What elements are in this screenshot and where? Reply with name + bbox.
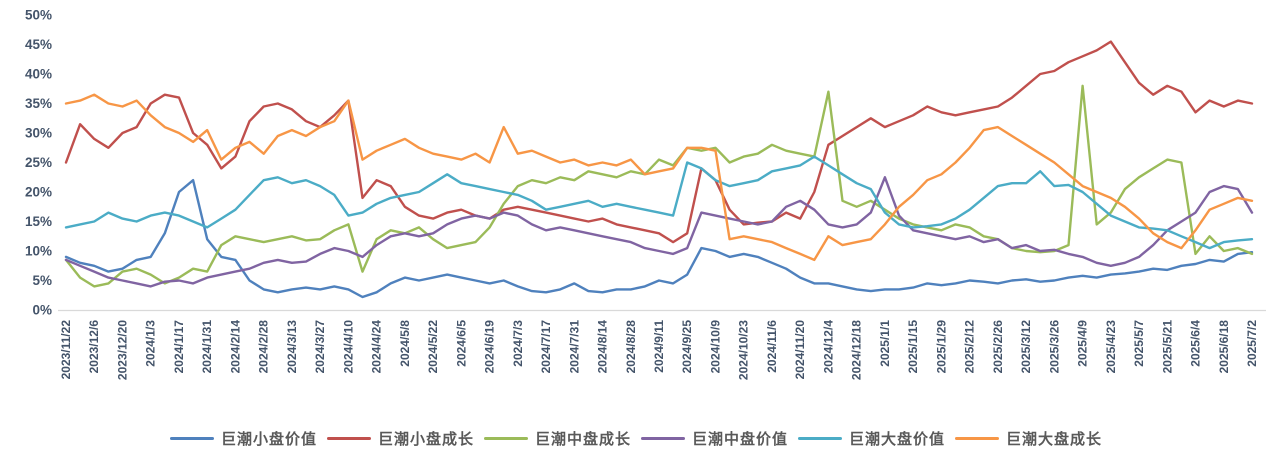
y-axis-tick-label: 10% [25,244,52,259]
series-line-5 [64,93,1254,262]
x-axis-tick-label: 2025/5/21 [1160,320,1174,374]
legend-line-swatch [169,436,214,441]
series-lines [64,40,1254,299]
x-axis-tick-label: 2024/9/25 [680,320,694,374]
y-axis: 0% 5% 10% 15% 20% 25% 30% 35% 40% 45% 50% [25,8,52,318]
x-axis-tick-label: 2024/4/24 [370,320,384,374]
style-index-relative-return-chart: 0% 5% 10% 15% 20% 25% 30% 35% 40% 45% 50% 2023/11/… [25,8,1266,380]
x-axis-tick-label: 2024/6/5 [454,320,468,367]
x-axis-tick-label: 2023/11/22 [59,320,73,380]
legend-line-swatch [641,436,685,441]
x-axis-tick-label: 2025/4/9 [1076,320,1090,367]
x-axis-tick-label: 2024/6/19 [483,320,497,374]
x-axis-tick-label: 2024/1/31 [200,320,214,374]
x-axis-tick-label: 2024/7/3 [511,320,525,367]
legend-item-mid-growth: 巨潮中盘成长 [483,428,631,449]
x-axis-tick-label: 2024/1/17 [172,320,186,374]
x-axis-tick-label: 2024/5/8 [398,320,412,367]
x-axis-tick-label: 2025/7/2 [1245,320,1259,367]
x-axis-tick-label: 2024/4/10 [341,320,355,374]
legend-item-large-growth: 巨潮大盘成长 [955,428,1102,449]
legend-label: 巨潮大盘成长 [1006,431,1103,448]
x-axis-tick-label: 2025/2/26 [991,320,1005,374]
x-axis-tick-label: 2025/1/15 [906,320,920,374]
x-axis-tick-label: 2024/7/31 [567,320,581,374]
x-axis-tick-label: 2025/2/12 [963,320,977,374]
x-axis-tick-label: 2024/3/27 [313,320,327,374]
x-axis-tick-label: 2024/10/9 [708,320,722,374]
x-axis-tick-label: 2024/2/28 [257,320,271,374]
x-axis-tick-label: 2023/12/6 [87,320,101,374]
legend-label: 巨潮小盘价值 [220,431,317,448]
x-axis-tick-label: 2024/5/22 [426,320,440,374]
legend-item-large-value: 巨潮大盘价值 [798,428,945,449]
x-axis-tick-label: 2025/4/23 [1104,320,1118,374]
x-axis-tick-label: 2024/10/23 [737,320,751,380]
x-axis-tick-label: 2024/7/17 [539,320,553,374]
y-axis-tick-label: 25% [25,155,52,170]
y-axis-tick-label: 0% [32,303,52,318]
x-axis-tick-label: 2025/3/12 [1019,320,1033,374]
x-axis-tick-label: 2025/1/29 [934,320,948,374]
legend-label: 巨潮大盘价值 [849,431,946,448]
x-axis-tick-label: 2023/12/20 [115,320,129,380]
x-axis-tick-label: 2024/2/14 [228,320,242,374]
y-axis-tick-label: 20% [25,185,52,200]
y-axis-tick-label: 5% [32,273,52,288]
x-axis-tick-label: 2025/5/7 [1132,320,1146,367]
x-axis-tick-label: 2024/9/11 [652,320,666,373]
legend-item-small-growth: 巨潮小盘成长 [326,428,474,449]
legend-line-swatch [798,436,843,441]
legend-line-swatch [955,436,1000,441]
x-axis-tick-label: 2025/6/18 [1217,320,1231,374]
y-axis-tick-label: 50% [25,8,52,23]
x-axis-tick-label: 2024/11/20 [793,320,807,380]
x-axis-tick-label: 2025/6/4 [1189,320,1203,367]
x-axis-tick-label: 2025/3/26 [1047,320,1061,374]
y-axis-tick-label: 30% [25,126,52,141]
x-axis-tick-label: 2024/11/6 [765,320,779,373]
x-axis-tick-label: 2024/3/13 [285,320,299,374]
legend-item-small-value: 巨潮小盘价值 [169,428,317,449]
x-axis-tick-label: 2024/12/18 [850,320,864,380]
legend-line-swatch [326,436,371,441]
x-axis-tick-label: 2025/1/1 [878,320,892,367]
x-axis-tick-label: 2024/1/3 [144,320,158,367]
y-axis-tick-label: 35% [25,96,52,111]
legend-label: 巨潮中盘价值 [692,431,789,448]
x-axis-tick-label: 2024/12/4 [821,320,835,374]
y-axis-tick-label: 15% [25,214,52,229]
legend-item-mid-value: 巨潮中盘价值 [641,428,788,449]
x-axis-tick-label: 2024/8/28 [624,320,638,374]
y-axis-tick-label: 45% [25,37,52,52]
legend-label: 巨潮小盘成长 [377,431,474,448]
series-line-3 [64,176,1254,288]
legend-line-swatch [483,436,528,441]
chart-legend: 巨潮小盘价值 巨潮小盘成长 巨潮中盘成长 巨潮中盘价值 巨潮大盘价值 巨潮大盘成… [0,428,1272,449]
series-line-1 [64,40,1254,244]
y-axis-tick-label: 40% [25,67,52,82]
legend-label: 巨潮中盘成长 [534,431,631,448]
x-axis-tick-label: 2024/8/14 [596,320,610,374]
series-line-4 [64,155,1254,250]
series-line-0 [64,178,1254,299]
x-axis: 2023/11/22 2023/12/6 2023/12/20 2024/1/3 202… [59,320,1259,380]
